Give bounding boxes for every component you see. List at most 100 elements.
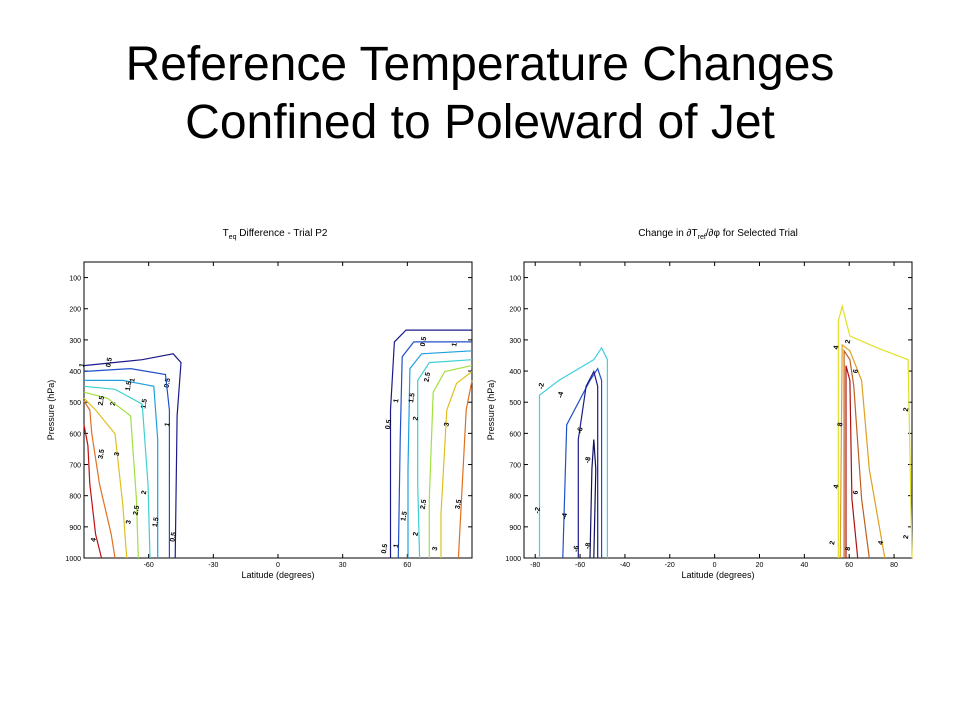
y-tick-label: 700 [509,463,521,470]
contour-label: 1 [393,543,401,548]
y-tick-label: 600 [69,431,81,438]
contour-line-north-8 [845,365,859,559]
contour-line-south-neg2 [538,346,608,558]
y-tick-label: 300 [69,338,81,345]
slide-title-line1: Reference Temperature Changes [125,38,835,91]
x-tick-label: 40 [800,562,808,569]
contour-line-north-2p5 [428,365,473,558]
contour-label: 1 [393,398,401,403]
contour-label: 2 [845,339,853,344]
contour-label: 1 [129,378,137,383]
x-tick-label: -60 [144,562,154,569]
contour-line-south-4 [83,424,103,559]
chart-title-sub: ref [698,234,706,241]
x-tick-label: -60 [575,562,585,569]
x-tick-label: 30 [339,562,347,569]
y-tick-label: 100 [69,276,81,283]
contour-label: -8 [584,456,592,463]
y-tick-label: 400 [69,369,81,376]
y-tick-label: 1000 [65,556,81,563]
contour-label: 2.5 [133,505,142,516]
contour-label: -6 [573,545,581,552]
contour-label: 8 [845,546,853,551]
contour-label: 2 [903,534,911,539]
chart-title: Change in ∂Tref/∂φ for Selected Trial [638,228,798,241]
x-tick-label: 80 [890,562,898,569]
contour-line-south-neg4 [562,367,603,559]
contour-label: 2 [903,407,911,412]
contour-chart-1: Teq Difference - Trial P2100200300400500… [46,228,473,580]
contour-label: 6 [852,369,860,374]
x-tick-label: -40 [620,562,630,569]
contour-line-south-3p5 [83,400,116,559]
contour-line-north-2 [837,304,913,559]
contour-label: 3.5 [98,449,107,460]
contour-label: 0.5 [164,378,173,389]
chart-title-rest: /∂φ for Selected Trial [706,228,798,239]
contour-line-south-0p5 [83,353,182,559]
contour-label: 2 [829,540,837,545]
contour-label: 4 [833,345,841,350]
contour-label: 1.5 [125,381,134,392]
contour-label: 1.5 [408,392,417,403]
chart-title-main: T [223,228,229,239]
contour-line-south-2 [83,385,151,559]
x-tick-label: 60 [845,562,853,569]
contour-line-south-1 [83,367,170,558]
chart-title-main: Change in ∂T [638,228,697,239]
contour-label: 0.5 [105,357,114,368]
y-tick-label: 200 [509,307,521,314]
contour-label: 2.5 [420,499,429,510]
x-axis-label: Latitude (degrees) [241,570,314,580]
contour-label: 3.5 [455,499,464,510]
contour-label: 2 [412,531,420,536]
y-tick-label: 800 [69,494,81,501]
contour-line-south-neg8 [589,439,597,559]
contour-label: 0.5 [169,532,178,543]
slide-title-line2: Confined to Poleward of Jet [185,96,775,149]
y-tick-label: 500 [509,400,521,407]
x-tick-label: -80 [530,562,540,569]
y-tick-label: 500 [69,400,81,407]
contour-line-north-1 [397,341,472,559]
contour-line-south-2p5 [83,391,139,559]
contour-line-north-3p5 [457,380,473,559]
y-tick-label: 700 [69,463,81,470]
contour-label: 2.5 [98,395,107,406]
contour-label: 3 [432,546,440,551]
y-tick-label: 900 [509,525,521,532]
contour-label: 3 [125,520,133,525]
contour-label: -2 [534,507,542,514]
y-tick-label: 400 [509,369,521,376]
x-tick-label: 20 [756,562,764,569]
contour-label: 8 [837,422,845,427]
y-tick-label: 900 [69,525,81,532]
y-tick-label: 800 [509,494,521,501]
chart-title: Teq Difference - Trial P2 [223,228,328,241]
contour-label: 1 [451,342,459,347]
chart-title-sub: eq [229,234,237,241]
contour-label: 4 [90,537,98,542]
y-axis-label: Pressure (hPa) [46,380,56,441]
y-tick-label: 600 [509,431,521,438]
contour-label: 0.5 [381,543,390,554]
y-tick-label: 100 [509,276,521,283]
x-axis-label: Latitude (degrees) [681,570,754,580]
contour-line-north-2 [417,359,473,559]
contour-label: -4 [561,513,569,520]
contour-label: -4 [557,391,565,398]
axes-frame [523,261,913,559]
contour-label: 6 [852,490,860,495]
slide-title: Reference Temperature Changes Confined t… [0,36,960,152]
contour-line-north-3 [440,371,473,558]
contour-line-south-1p5 [84,379,159,558]
x-tick-label: -30 [208,562,218,569]
contour-label: 1 [79,363,87,368]
contour-label: -2 [538,382,546,389]
contour-label: 1.5 [140,398,149,409]
contour-label: 2 [412,416,420,421]
contour-label: 0.5 [385,419,394,430]
contour-label: -8 [584,542,592,549]
x-tick-label: -20 [665,562,675,569]
